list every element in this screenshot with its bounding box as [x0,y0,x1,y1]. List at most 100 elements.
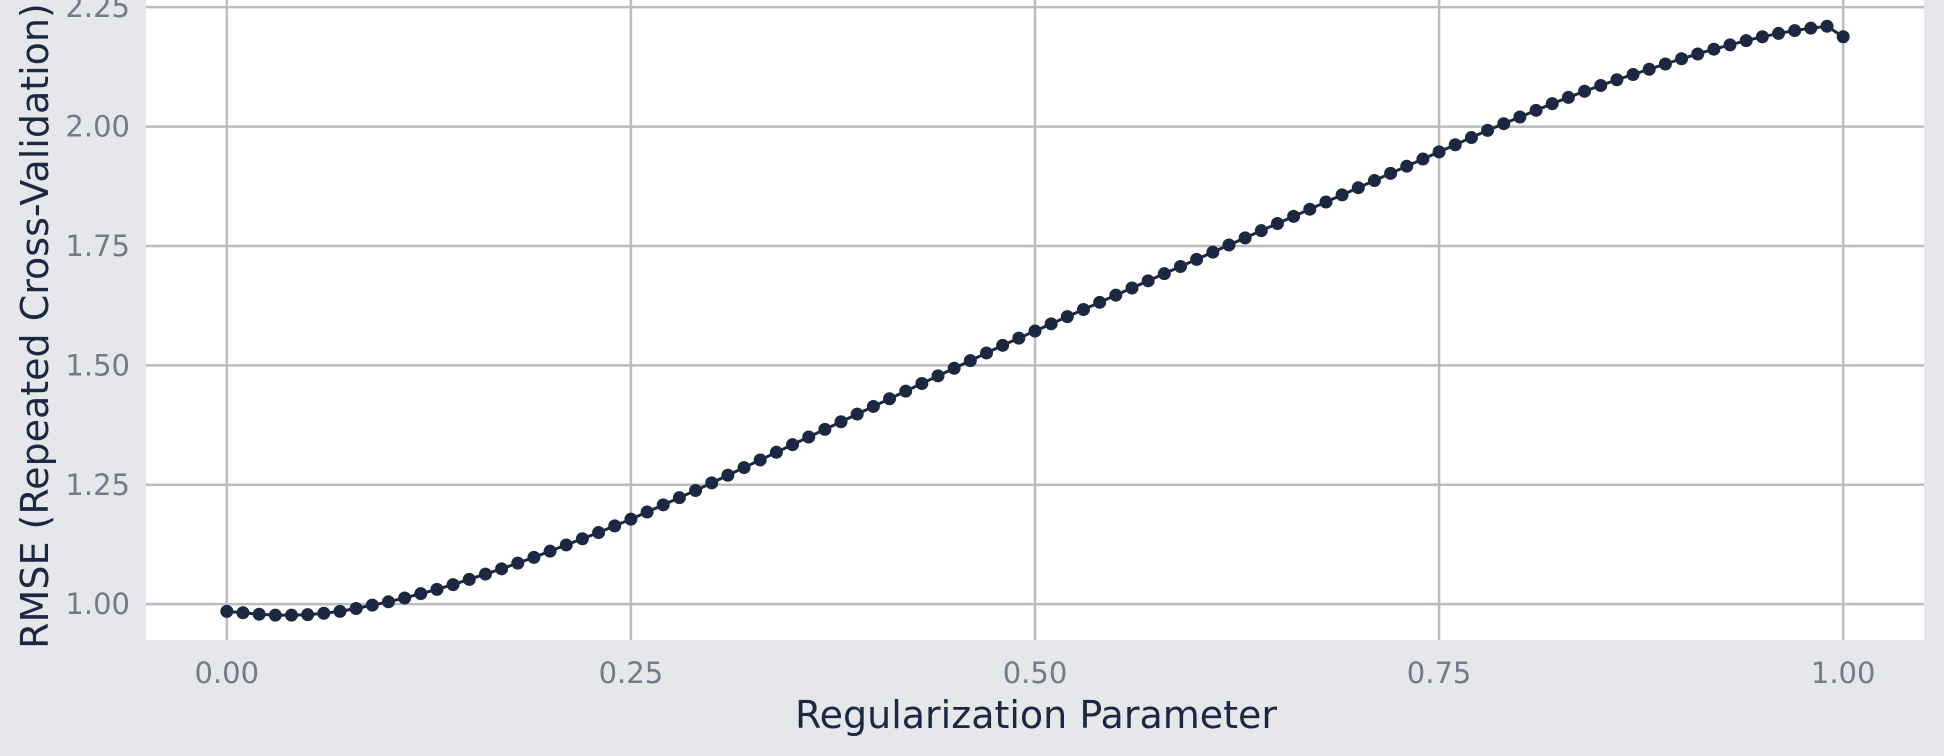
data-point [1464,131,1478,145]
data-point [1012,331,1026,345]
data-point [1691,47,1705,61]
data-point [1190,252,1204,266]
data-point [478,567,492,581]
data-point [980,346,994,360]
data-point [592,526,606,540]
data-point [1044,317,1058,331]
data-point [737,461,751,475]
data-point [1545,97,1559,111]
data-point [575,532,589,546]
y-tick-label: 2.25 [65,0,130,24]
data-point [1675,52,1689,66]
data-point [1028,324,1042,338]
data-point [1222,238,1236,252]
data-point [608,519,622,533]
data-point [1076,302,1090,316]
data-point [252,607,266,621]
y-tick-label: 1.25 [65,468,130,502]
data-point [317,606,331,620]
data-point [1400,159,1414,173]
data-point [689,484,703,498]
data-point [430,582,444,596]
data-point [1642,62,1656,76]
data-point [915,377,929,391]
data-point [1772,26,1786,40]
data-point [1594,78,1608,92]
data-point [1432,145,1446,159]
data-point [721,468,735,482]
data-point [1416,152,1430,166]
data-point [1093,295,1107,309]
data-point [236,606,250,620]
data-point [1610,73,1624,87]
data-point [883,392,897,406]
data-point [1270,217,1284,231]
data-point [559,538,573,552]
data-point [462,572,476,586]
data-point [931,369,945,383]
data-point [1529,103,1543,117]
y-tick-label: 1.00 [65,587,130,621]
data-point [1384,166,1398,180]
data-point [996,338,1010,352]
data-point [220,604,234,618]
data-point [1173,260,1187,274]
x-tick-label: 0.50 [1003,656,1068,690]
data-point [495,562,509,576]
y-axis-title: RMSE (Repeated Cross-Validation) [13,3,57,649]
data-point [1804,21,1818,35]
data-series [220,19,1850,622]
data-point [786,438,800,452]
data-point [963,354,977,368]
data-point [1319,195,1333,209]
data-point [381,595,395,609]
data-point [1287,209,1301,223]
x-tick-label: 1.00 [1811,656,1876,690]
data-point [301,608,315,622]
data-point [705,476,719,490]
data-point [1481,123,1495,137]
data-point [769,445,783,459]
data-point [866,399,880,413]
x-tick-label: 0.25 [599,656,664,690]
data-point [1561,90,1575,104]
data-point [1497,117,1511,131]
data-point [818,422,832,436]
data-point [1707,42,1721,56]
data-point [899,384,913,398]
x-tick-label: 0.00 [195,656,260,690]
data-point [398,591,412,605]
y-tick-label: 2.00 [65,110,130,144]
data-point [1141,274,1155,288]
data-point [1755,30,1769,44]
x-tick-label: 0.75 [1407,656,1472,690]
data-point [511,556,525,570]
data-point [672,491,686,505]
data-point [947,361,961,375]
grid-lines [146,0,1924,640]
data-point [446,578,460,592]
data-point [1109,288,1123,302]
data-point [1125,281,1139,295]
data-point [1448,138,1462,152]
data-point [268,608,282,622]
data-point [1351,181,1365,195]
data-point [1060,310,1074,324]
data-point [1788,24,1802,38]
data-point [834,415,848,429]
data-point [1254,224,1268,238]
data-point [753,453,767,467]
data-point [1206,245,1220,259]
x-axis-title: Regularization Parameter [795,693,1277,737]
x-axis-ticks: 0.00 0.25 0.50 0.75 1.00 [195,656,1876,690]
data-point [1820,19,1834,33]
data-point [1578,84,1592,98]
data-point [543,544,557,558]
data-point [1335,188,1349,202]
data-point [1739,34,1753,48]
data-point [640,505,654,519]
y-axis-ticks: 1.00 1.25 1.50 1.75 2.00 2.25 [65,0,130,621]
y-tick-label: 1.50 [65,348,130,382]
data-point [1513,110,1527,124]
